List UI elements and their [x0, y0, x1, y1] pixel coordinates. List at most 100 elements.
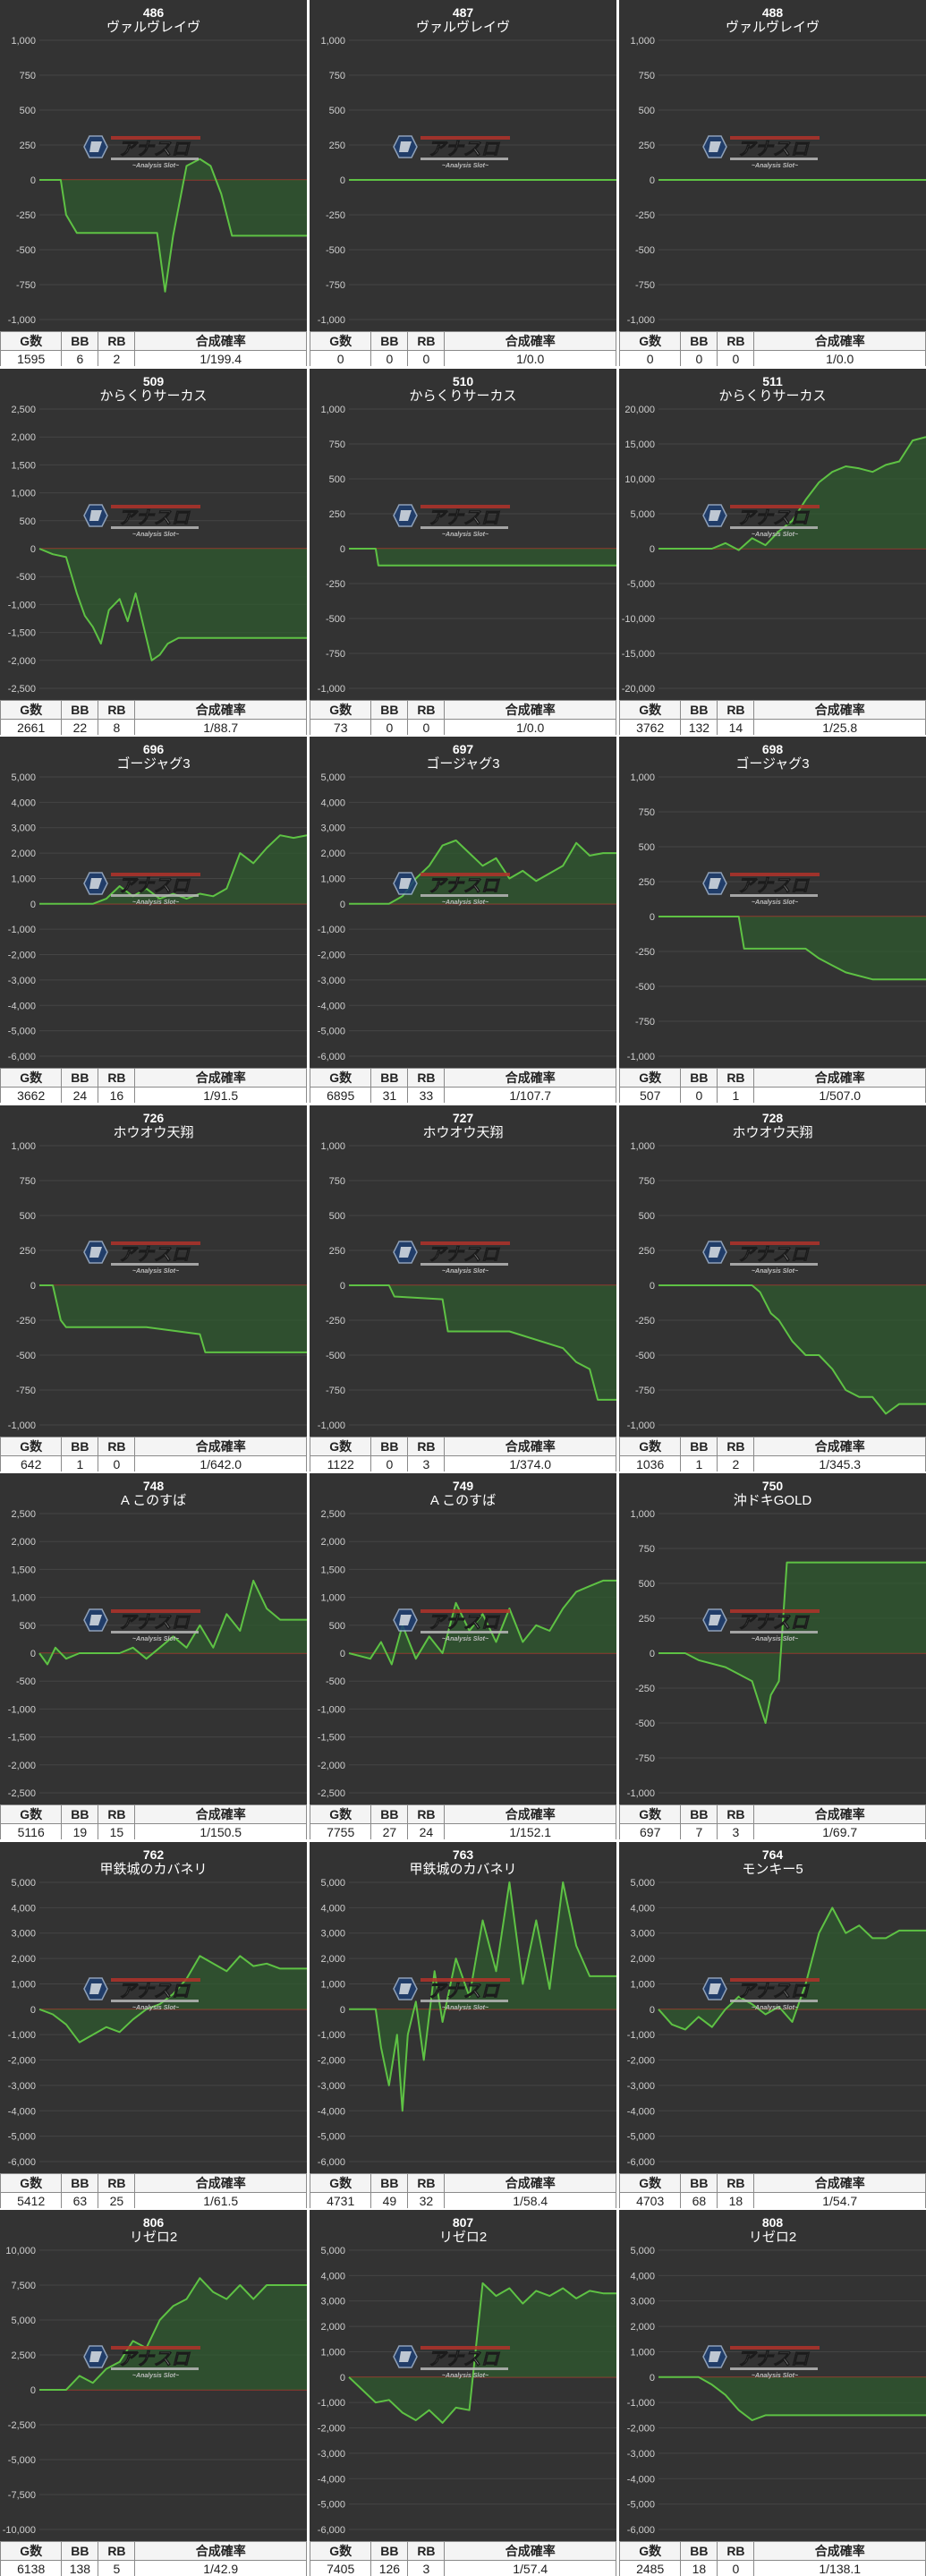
watermark-subtitle: ~Analysis Slot~	[752, 2373, 798, 2379]
payout-chart: 1,0007505002500-250-500-750-1,000アナスロ~An…	[310, 0, 616, 331]
y-tick-label: 4,000	[11, 798, 36, 808]
machine-number: 750	[619, 1479, 926, 1493]
stats-header-rb: RB	[718, 701, 754, 720]
machine-number: 806	[0, 2215, 307, 2230]
watermark-title: アナスロ	[737, 1245, 811, 1265]
y-tick-label: 1,000	[320, 1141, 345, 1152]
stats-value-g: 6138	[1, 2561, 62, 2576]
y-tick-label: 1,000	[11, 1141, 36, 1152]
y-tick-label: -4,000	[318, 2474, 345, 2485]
stats-header-g: G数	[1, 1805, 62, 1824]
payout-chart: 5,0004,0003,0002,0001,0000-1,000-2,000-3…	[310, 737, 616, 1068]
machine-number: 727	[310, 1111, 616, 1125]
stats-header-prob: 合成確率	[135, 2174, 307, 2193]
y-tick-label: -7,500	[8, 2490, 36, 2501]
y-tick-label: 3,000	[11, 823, 36, 834]
y-tick-label: -5,000	[627, 2500, 655, 2511]
y-tick-label: -250	[326, 579, 345, 590]
y-tick-label: 2,000	[11, 849, 36, 859]
watermark-title: アナスロ	[118, 1245, 191, 1265]
watermark-title: アナスロ	[118, 508, 191, 528]
stats-header-bb: BB	[371, 701, 408, 720]
stats-header-prob: 合成確率	[445, 332, 616, 351]
y-tick-label: -1,000	[627, 2030, 655, 2041]
y-tick-label: 0	[30, 2005, 36, 2016]
y-tick-label: -500	[635, 982, 655, 993]
watermark-subtitle: ~Analysis Slot~	[442, 532, 488, 538]
y-tick-label: 2,000	[11, 1954, 36, 1965]
y-tick-label: 500	[639, 106, 655, 116]
stats-header-bb: BB	[681, 332, 718, 351]
y-tick-label: -500	[16, 1676, 36, 1687]
watermark-title: アナスロ	[737, 1982, 811, 2001]
y-tick-label: 250	[329, 509, 345, 520]
y-tick-label: -5,000	[8, 2132, 36, 2143]
stats-header-bb: BB	[62, 332, 98, 351]
y-tick-label: 1,000	[630, 1509, 655, 1520]
watermark-title: アナスロ	[428, 1982, 501, 2001]
watermark-subtitle: ~Analysis Slot~	[132, 1268, 179, 1275]
y-tick-label: 3,000	[11, 1929, 36, 1940]
y-tick-label: 5,000	[320, 1878, 345, 1889]
y-tick-label: -750	[635, 1386, 655, 1396]
y-tick-label: -1,000	[318, 684, 345, 695]
stats-header-prob: 合成確率	[445, 2174, 616, 2193]
y-tick-label: 0	[30, 1649, 36, 1659]
stats-header-bb: BB	[681, 1805, 718, 1824]
y-tick-label: 2,000	[320, 2322, 345, 2333]
stats-value-g: 6895	[310, 1088, 371, 1104]
watermark-subtitle: ~Analysis Slot~	[132, 2005, 179, 2011]
stats-header-bb: BB	[371, 2174, 408, 2193]
stats-value-g: 7405	[310, 2561, 371, 2576]
machine-number: 763	[310, 1847, 616, 1862]
stats-header-bb: BB	[371, 1805, 408, 1824]
y-tick-label: -1,000	[8, 2030, 36, 2041]
y-tick-label: -3,000	[318, 2449, 345, 2460]
stats-value-g: 4731	[310, 2193, 371, 2209]
stats-value-g: 2485	[620, 2561, 681, 2576]
stats-header-g: G数	[1, 2542, 62, 2561]
y-tick-label: -6,000	[627, 2157, 655, 2168]
y-tick-label: 750	[20, 1176, 36, 1187]
watermark-title: アナスロ	[118, 2350, 191, 2369]
payout-chart: 10,0007,5005,0002,5000-2,500-5,000-7,500…	[0, 2210, 307, 2541]
stats-value-bb: 132	[681, 720, 718, 736]
stats-value-prob: 1/107.7	[445, 1088, 616, 1104]
stats-header-prob: 合成確率	[445, 2542, 616, 2561]
machine-number: 728	[619, 1111, 926, 1125]
stats-header-rb: RB	[408, 332, 445, 351]
watermark-title: アナスロ	[737, 2350, 811, 2369]
stats-value-prob: 1/61.5	[135, 2193, 307, 2209]
y-tick-label: -750	[635, 280, 655, 291]
y-tick-label: 5,000	[11, 2316, 36, 2326]
stats-header-g: G数	[1, 332, 62, 351]
y-tick-label: -2,000	[318, 2056, 345, 2067]
machine-name: 甲鉄城のカバネリ	[310, 1862, 616, 1878]
y-tick-label: -1,500	[8, 628, 36, 639]
y-tick-label: -1,000	[8, 1420, 36, 1431]
stats-header-rb: RB	[98, 2542, 135, 2561]
stats-value-prob: 1/642.0	[135, 1456, 307, 1472]
